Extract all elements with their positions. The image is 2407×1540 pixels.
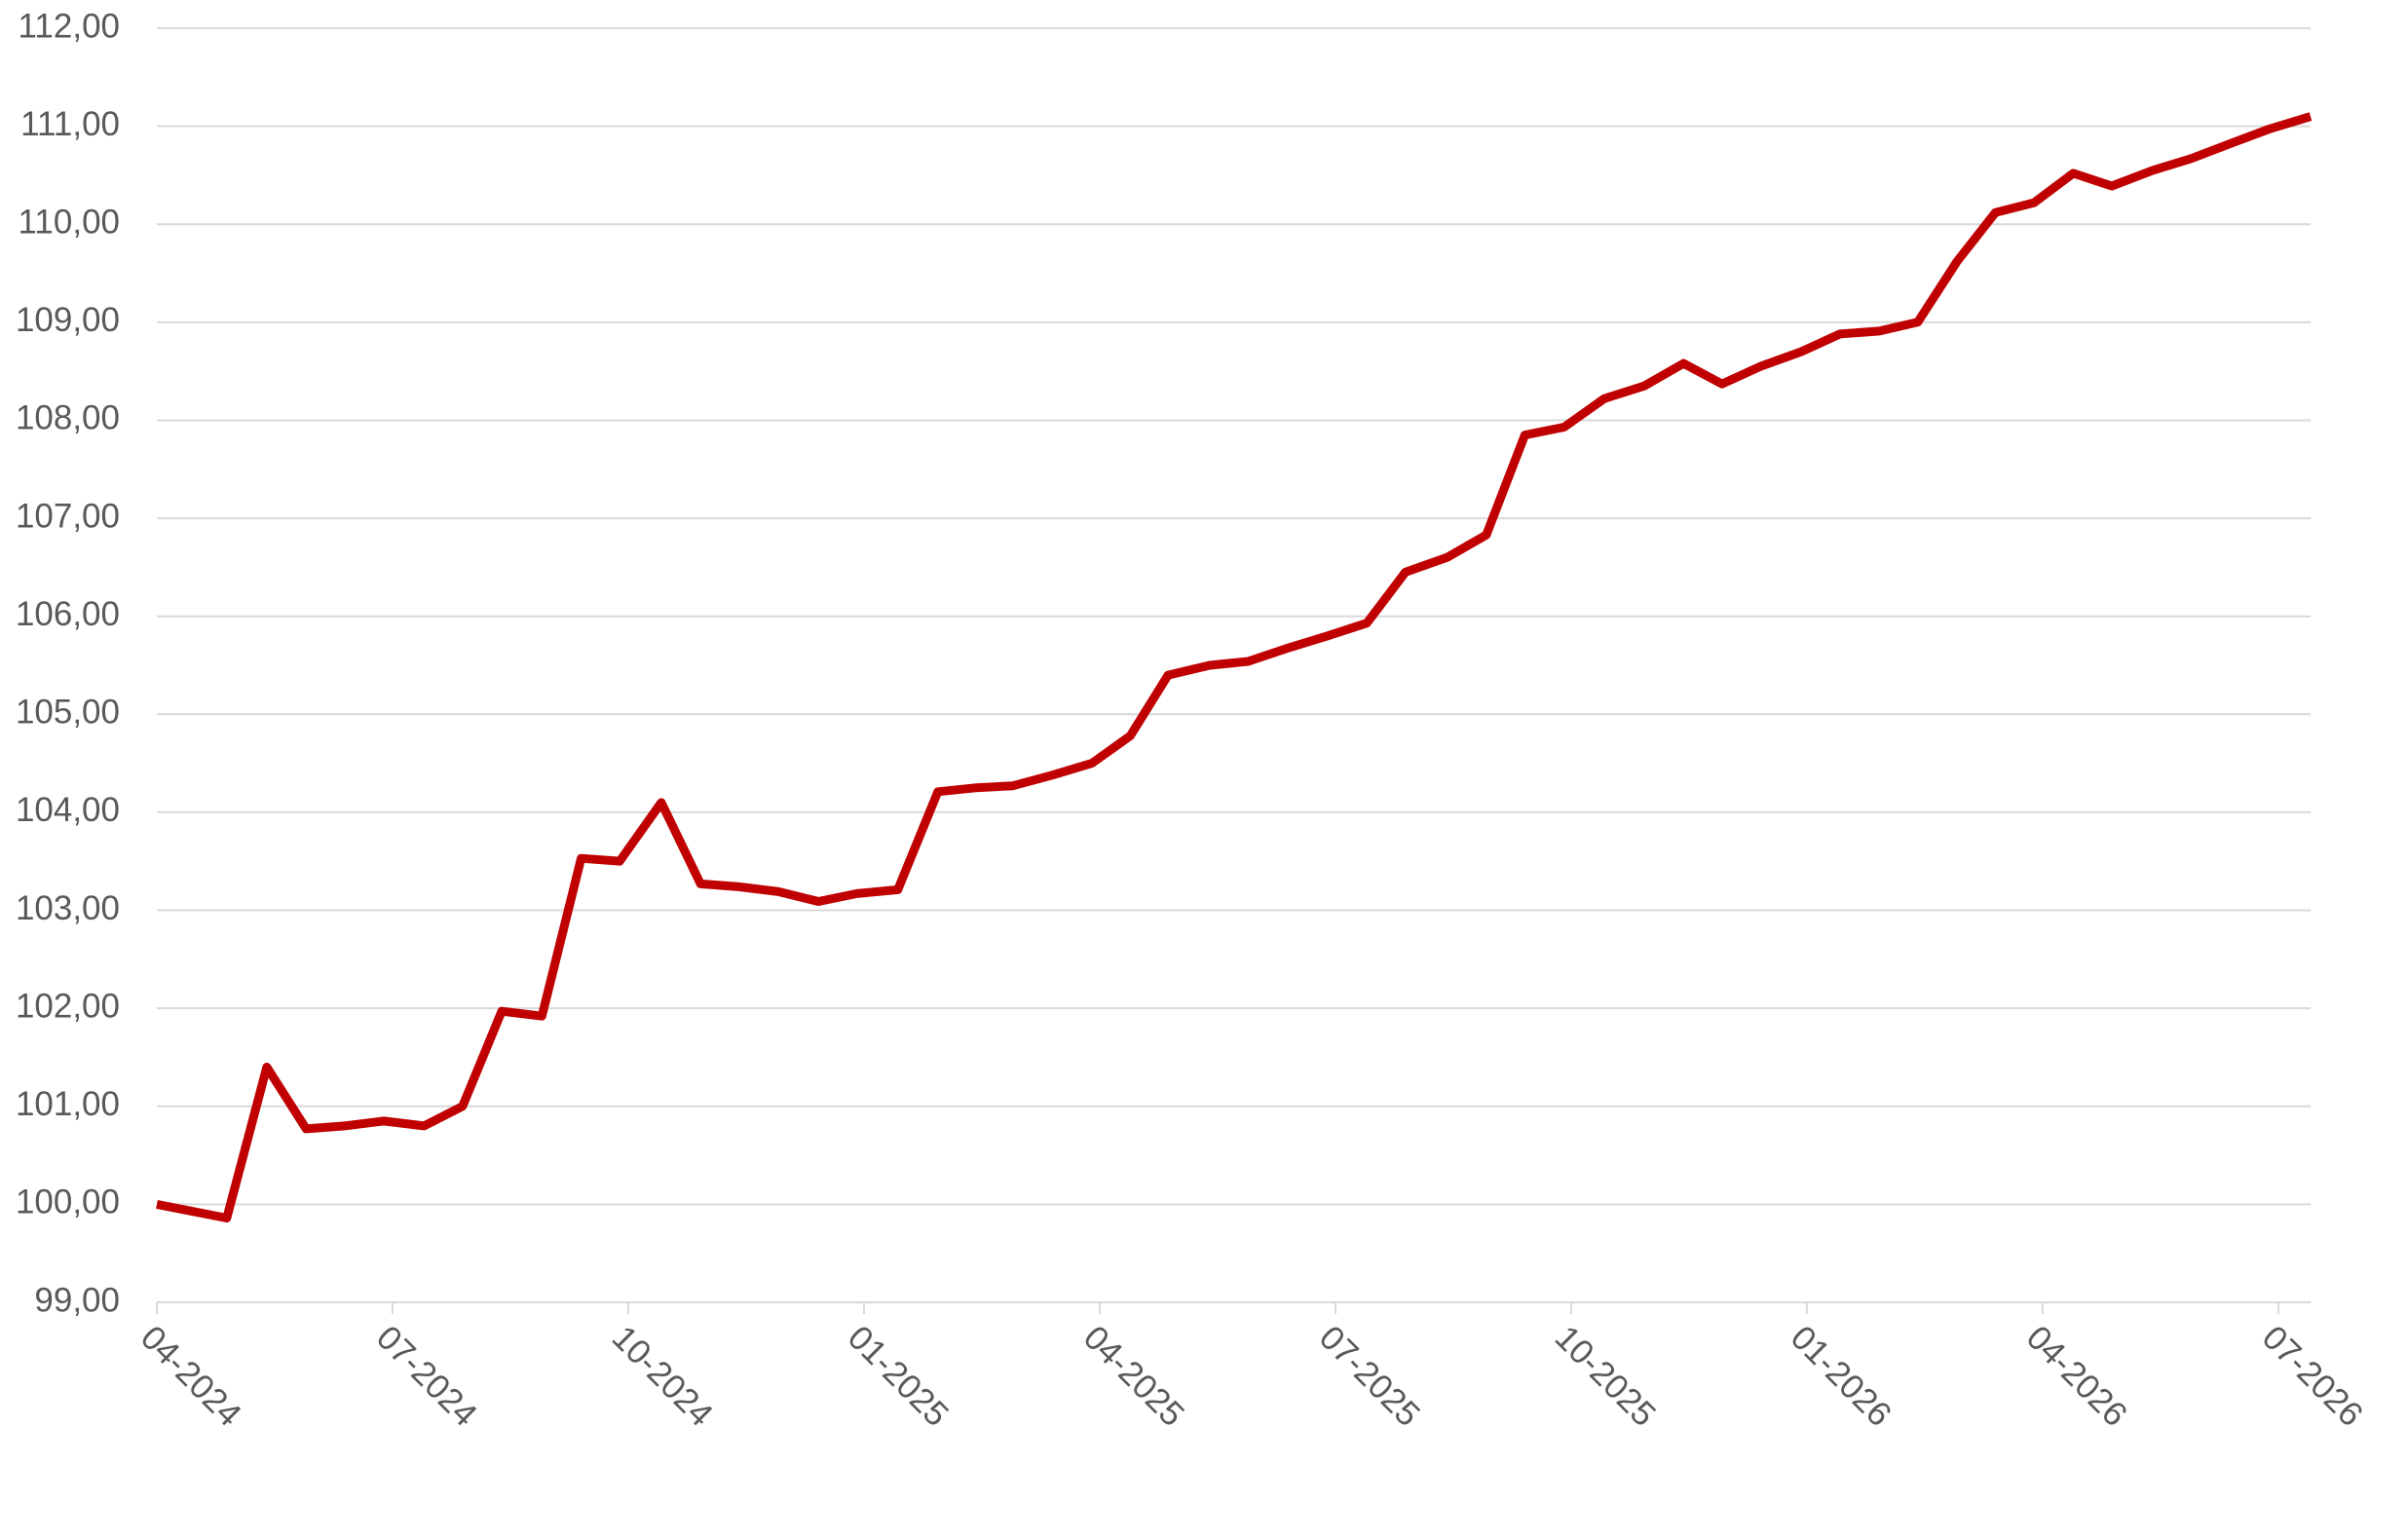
y-tick-label: 107,00 xyxy=(16,497,120,535)
y-tick-label: 100,00 xyxy=(16,1183,120,1221)
y-tick-label: 103,00 xyxy=(16,889,120,927)
data-line xyxy=(156,112,2313,1222)
x-tick-label: 07-2025 xyxy=(1312,1319,1427,1434)
y-tick-label: 104,00 xyxy=(16,791,120,829)
x-tick-label: 10-2025 xyxy=(1548,1319,1663,1434)
x-tick-label: 04-2024 xyxy=(133,1319,248,1434)
y-tick-label: 106,00 xyxy=(16,595,120,633)
y-tick-label: 112,00 xyxy=(19,7,120,45)
x-tick-label: 01-2025 xyxy=(841,1319,956,1434)
x-tick-label: 04-2026 xyxy=(2019,1319,2134,1434)
x-tick-label: 01-2026 xyxy=(1784,1319,1899,1434)
y-tick-label: 102,00 xyxy=(16,987,120,1025)
y-tick-label: 101,00 xyxy=(16,1085,120,1123)
y-tick-label: 99,00 xyxy=(34,1281,120,1319)
y-tick-label: 111,00 xyxy=(20,105,120,143)
x-tick-label: 07-2024 xyxy=(369,1319,484,1434)
y-tick-label: 105,00 xyxy=(16,694,120,732)
y-tick-label: 108,00 xyxy=(16,399,120,437)
x-tick-label: 04-2025 xyxy=(1076,1319,1191,1434)
x-tick-label: 10-2024 xyxy=(605,1319,720,1434)
y-tick-label: 109,00 xyxy=(16,301,120,339)
x-tick-label: 07-2026 xyxy=(2255,1319,2370,1434)
y-tick-label: 110,00 xyxy=(19,203,120,241)
